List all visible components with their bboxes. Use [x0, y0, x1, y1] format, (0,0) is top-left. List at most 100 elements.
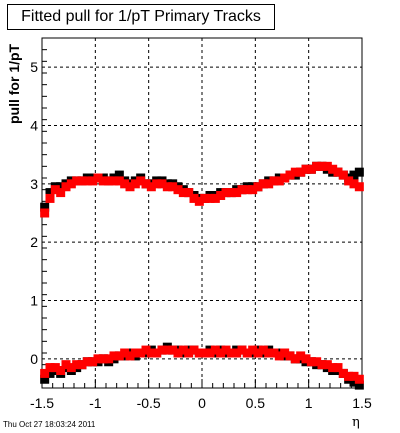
red-marker [93, 354, 103, 364]
red-marker [290, 354, 300, 364]
y-tick-label: 1 [30, 293, 38, 309]
red-marker [296, 351, 306, 361]
red-marker [40, 208, 50, 218]
red-marker [157, 179, 167, 189]
red-marker [328, 363, 338, 373]
red-marker [168, 182, 178, 192]
red-marker [296, 167, 306, 177]
red-marker [344, 371, 354, 381]
red-marker [178, 188, 188, 198]
red-marker [77, 176, 87, 186]
red-marker [173, 348, 183, 358]
red-marker [66, 363, 76, 373]
black-marker [354, 380, 364, 390]
red-marker [248, 185, 258, 195]
red-marker [317, 161, 327, 171]
red-marker [141, 179, 151, 189]
red-marker [88, 176, 98, 186]
red-marker [237, 185, 247, 195]
red-marker [194, 348, 204, 358]
timestamp-footer: Thu Oct 27 18:03:24 2011 [3, 420, 96, 429]
red-marker [178, 345, 188, 355]
red-marker [146, 182, 156, 192]
red-marker [322, 161, 332, 171]
red-marker [82, 176, 92, 186]
red-marker [130, 348, 140, 358]
red-marker [157, 345, 167, 355]
red-marker [120, 348, 130, 358]
red-marker [72, 360, 82, 370]
red-marker [125, 182, 135, 192]
x-tick-label: 0 [198, 395, 206, 411]
red-marker [56, 366, 66, 375]
red-marker [120, 179, 130, 189]
red-marker [322, 360, 332, 370]
red-marker [226, 348, 236, 358]
red-marker [354, 182, 364, 192]
y-tick-label: 4 [30, 118, 38, 134]
black-marker [114, 170, 124, 180]
red-marker [221, 345, 231, 355]
red-marker [98, 354, 108, 364]
red-marker [50, 363, 60, 373]
black-marker [354, 167, 364, 177]
red-marker [248, 345, 258, 355]
red-marker [82, 357, 92, 367]
red-marker [146, 348, 156, 358]
red-marker [328, 164, 338, 174]
red-marker [290, 167, 300, 177]
red-marker [72, 176, 82, 186]
red-marker [306, 164, 316, 174]
red-marker [200, 193, 210, 203]
red-marker [333, 167, 343, 177]
red-marker [61, 360, 71, 370]
red-marker [61, 182, 71, 192]
red-marker [285, 351, 295, 361]
red-marker [301, 354, 311, 364]
chart-title: Fitted pull for 1/pT Primary Tracks [7, 4, 275, 30]
red-marker [216, 348, 226, 358]
red-marker [56, 188, 66, 198]
red-marker [109, 351, 119, 361]
red-marker [104, 354, 114, 364]
red-marker [354, 374, 364, 384]
red-marker [136, 176, 146, 186]
red-marker [162, 182, 172, 192]
red-marker [184, 188, 194, 198]
red-marker [269, 176, 279, 186]
red-marker [232, 188, 242, 198]
red-marker [285, 170, 295, 180]
black-marker [349, 170, 359, 180]
y-tick-label: 0 [30, 351, 38, 367]
red-marker [50, 185, 60, 195]
red-marker [114, 351, 124, 361]
red-marker [312, 357, 322, 367]
red-marker [189, 345, 199, 355]
red-marker [141, 345, 151, 355]
red-marker [237, 345, 247, 355]
red-marker [45, 193, 55, 203]
black-marker [40, 374, 50, 384]
red-marker [194, 196, 204, 206]
black-marker [40, 202, 50, 212]
red-marker [77, 360, 87, 370]
x-tick-label: -0.5 [137, 395, 161, 411]
chart-title-text: Fitted pull for 1/pT Primary Tracks [21, 8, 261, 25]
red-marker [98, 176, 108, 186]
x-tick-label: 1 [305, 395, 313, 411]
red-marker [205, 193, 215, 203]
red-marker [205, 348, 215, 358]
tick-labels: -1.5 -1 -0.5 0 0.5 1 1.5 0 1 2 3 4 5 [30, 59, 372, 411]
red-marker [125, 351, 135, 361]
red-marker [306, 357, 316, 367]
red-marker [258, 345, 268, 355]
y-tick-label: 2 [30, 234, 38, 250]
red-marker [168, 345, 178, 355]
red-marker [200, 348, 210, 358]
red-marker [114, 176, 124, 186]
red-marker [253, 182, 263, 192]
red-marker [253, 348, 263, 358]
red-marker [136, 348, 146, 358]
red-marker [344, 176, 354, 186]
